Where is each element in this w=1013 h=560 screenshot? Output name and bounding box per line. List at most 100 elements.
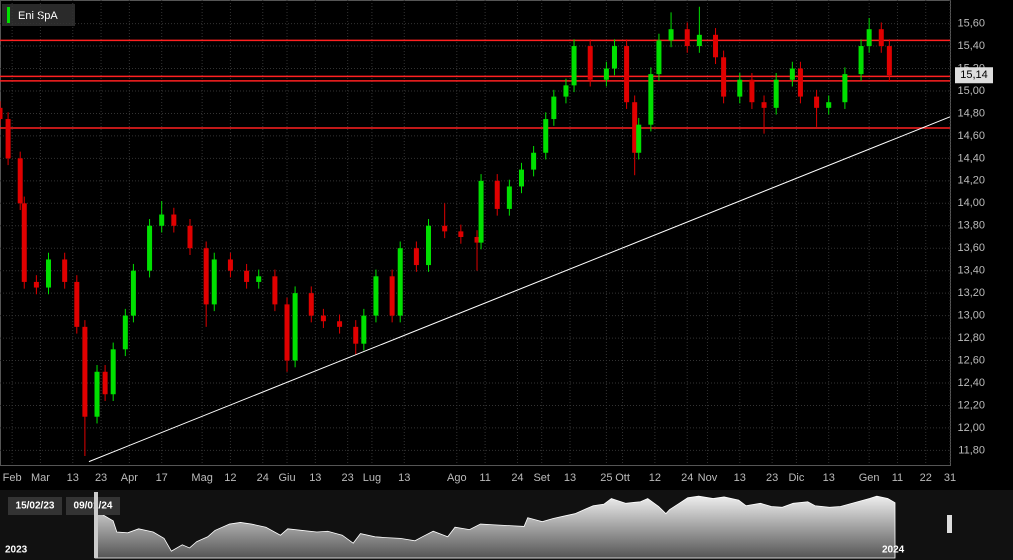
- candle-body: [814, 96, 820, 108]
- candle-body: [0, 107, 3, 120]
- y-tick-label: 13,00: [957, 310, 985, 322]
- candle-body: [292, 293, 298, 361]
- nav-handle-right[interactable]: [947, 515, 952, 533]
- candle-body: [272, 276, 278, 305]
- candle-body: [130, 270, 136, 316]
- navigator-content: [94, 495, 896, 559]
- candle-body: [603, 68, 609, 80]
- last-price-box: [955, 67, 993, 84]
- nav-end-label: 09/01/24: [74, 501, 113, 512]
- candle-body: [227, 259, 233, 271]
- candle-body: [442, 225, 448, 232]
- candle-body: [397, 248, 403, 316]
- y-tick-label: 13,80: [957, 220, 985, 232]
- x-tick-label: 12: [649, 472, 661, 484]
- candle-body: [147, 225, 153, 271]
- y-tick-label: 13,60: [957, 242, 985, 254]
- candle-body: [478, 180, 484, 243]
- marks: [0, 6, 951, 463]
- nav-start-box: [8, 497, 62, 515]
- candle-body: [773, 79, 779, 108]
- candle-body: [373, 276, 379, 316]
- y-tick-label: 14,20: [957, 175, 985, 187]
- candle-body: [684, 29, 690, 47]
- candle-body: [668, 29, 674, 41]
- candle-body: [187, 225, 193, 249]
- x-tick-label: 13: [734, 472, 746, 484]
- candle-body: [797, 68, 803, 97]
- chart-title: Eni SpA: [18, 10, 58, 22]
- y-tick-label: 15,60: [957, 17, 985, 29]
- x-tick-label: 11: [892, 472, 903, 484]
- y-tick-label: 13,40: [957, 265, 985, 277]
- x-tick-label: 25: [600, 472, 612, 484]
- candle-body: [518, 169, 524, 187]
- candle-body: [353, 326, 359, 344]
- candle-body: [632, 102, 638, 153]
- y-tick-label: 14,40: [957, 152, 985, 164]
- x-tick-label: 13: [309, 472, 321, 484]
- x-tick-label: Nov: [698, 472, 718, 484]
- candle-body: [624, 46, 630, 103]
- candle-body: [62, 259, 68, 282]
- nav-area: [94, 495, 896, 559]
- x-tick-label: 13: [398, 472, 410, 484]
- plot-frame: [0, 0, 951, 466]
- candle-body: [159, 214, 165, 226]
- candle-body: [842, 74, 848, 103]
- x-tick-label: 12: [224, 472, 236, 484]
- x-tick-label: 11: [479, 472, 490, 484]
- x-tick-label: Mag: [191, 472, 212, 484]
- x-tick-label: Mar: [31, 472, 50, 484]
- nav-handle-left[interactable]: [94, 492, 98, 558]
- candle-body: [543, 119, 549, 153]
- candle-body: [389, 276, 395, 316]
- candle-body: [337, 321, 343, 327]
- y-tick-label: 14,80: [957, 107, 985, 119]
- x-tick-label: Gen: [859, 472, 880, 484]
- candle-body: [494, 180, 500, 209]
- candle-body: [648, 74, 654, 125]
- y-tick-label: 14,60: [957, 130, 985, 142]
- x-tick-label: 13: [67, 472, 79, 484]
- title-box: [2, 4, 75, 26]
- x-tick-label: Lug: [363, 472, 381, 484]
- candle-body: [94, 371, 100, 417]
- candle-body: [713, 34, 719, 58]
- nav-start-label: 15/02/23: [16, 501, 55, 512]
- candle-body: [284, 304, 290, 361]
- candle-body: [886, 46, 892, 76]
- candle-body: [737, 79, 743, 97]
- y-tick-label: 15,00: [957, 85, 985, 97]
- x-tick-label: 31: [944, 472, 956, 484]
- y-tick-label: 11,80: [958, 444, 985, 456]
- y-tick-label: 12,00: [957, 422, 985, 434]
- candle-body: [761, 102, 767, 108]
- x-tick-label: 23: [342, 472, 354, 484]
- x-tick-label: Dic: [788, 472, 804, 484]
- candle-body: [826, 102, 832, 108]
- candle-body: [46, 259, 52, 288]
- candle-body: [320, 315, 326, 322]
- candle-body: [171, 214, 177, 226]
- candle-body: [256, 276, 262, 282]
- nav-right-year: 2024: [882, 545, 905, 556]
- candle-body: [551, 96, 557, 120]
- candle-body: [858, 46, 864, 75]
- candle-body: [611, 46, 617, 69]
- candle-body: [878, 29, 884, 47]
- y-tick-label: 12,80: [957, 332, 985, 344]
- candle-body: [33, 281, 39, 288]
- candle-body: [866, 29, 872, 47]
- x-tick-label: 13: [823, 472, 835, 484]
- x-tick-label: 24: [681, 472, 693, 484]
- candle-body: [458, 231, 464, 237]
- candle-body: [203, 248, 209, 305]
- y-tick-label: 15,40: [957, 40, 985, 52]
- x-tick-label: Feb: [3, 472, 22, 484]
- y-tick-label: 12,20: [957, 399, 985, 411]
- x-tick-label: 24: [511, 472, 523, 484]
- candle-body: [102, 371, 108, 395]
